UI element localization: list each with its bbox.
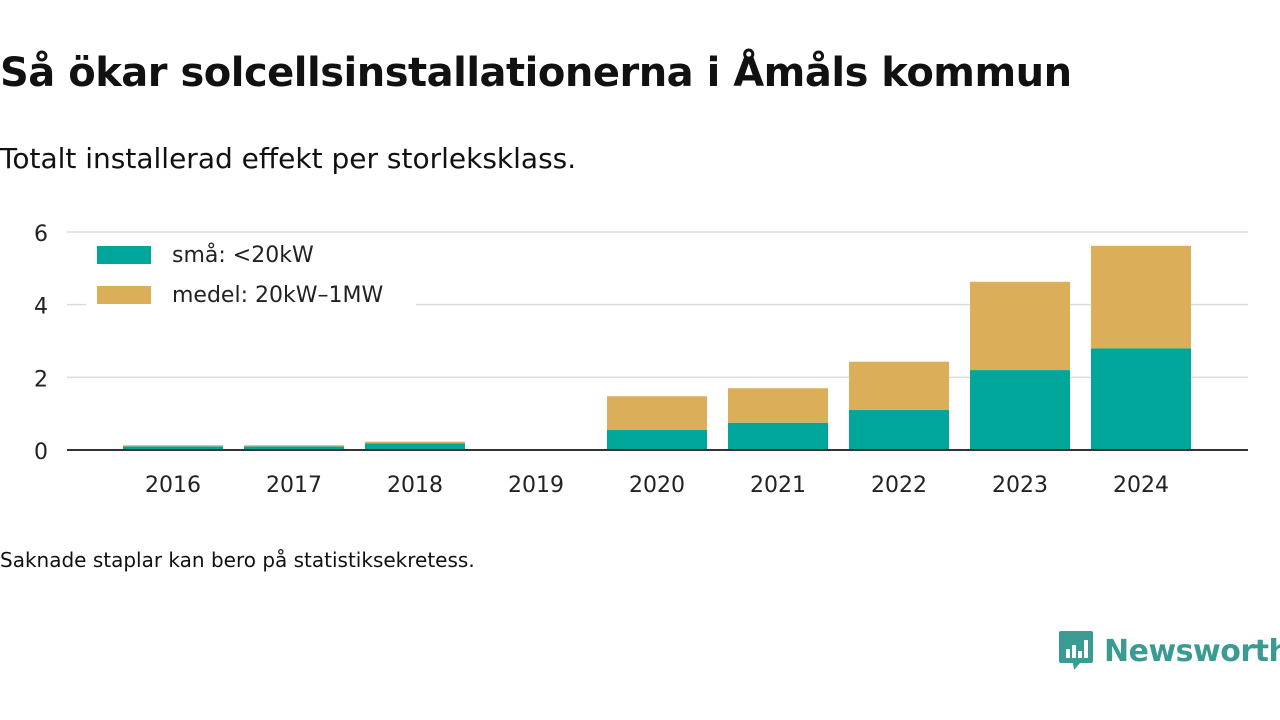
brand-name: Newsworthy [1104,633,1280,669]
bar-sma-2021 [728,422,828,450]
x-tick-label: 2017 [266,473,322,498]
x-tick-label: 2020 [629,473,685,498]
chart-title: Så ökar solcellsinstallationerna i Åmåls… [0,50,1072,96]
x-tick-label: 2016 [145,473,201,498]
x-tick-label: 2019 [508,473,564,498]
bar-sma-2022 [849,410,949,450]
bar-medel-2020 [607,396,707,431]
bar-medel-2023 [970,281,1070,371]
x-tick-label: 2024 [1113,473,1169,498]
newsworthy-logo-icon [1059,631,1093,670]
footnote: Saknade staplar kan bero på statistiksek… [0,548,475,572]
legend-swatch [97,286,151,304]
y-tick-label: 6 [34,222,48,247]
x-tick-label: 2022 [871,473,927,498]
bar-medel-2024 [1091,245,1191,349]
x-tick-label: 2018 [387,473,443,498]
chart-subtitle: Totalt installerad effekt per storlekskl… [0,142,577,175]
bar-sma-2018 [365,443,465,450]
legend-swatch [97,246,151,264]
bar-medel-2022 [849,361,949,411]
legend-label: medel: 20kW–1MW [172,283,383,308]
y-tick-label: 2 [34,367,48,392]
stacked-bar-chart: 0 2 4 6 2016 2017 2018 2019 2020 2021 2022 2023 2024… [34,222,1248,498]
bar-sma-2024 [1091,348,1191,450]
bar-sma-2016 [123,446,223,450]
x-tick-label: 2023 [992,473,1048,498]
y-tick-label: 4 [34,295,48,320]
bar-sma-2020 [607,430,707,450]
newsworthy-brand: Newsworthy [1058,628,1280,674]
bar-medel-2018 [365,441,465,444]
legend-label: små: <20kW [172,242,314,268]
bar-sma-2023 [970,370,1070,450]
bar-sma-2017 [244,446,344,450]
bar-medel-2017 [244,445,344,447]
x-tick-label: 2021 [750,473,806,498]
bar-medel-2016 [123,445,223,447]
bar-medel-2021 [728,388,828,423]
y-tick-label: 0 [34,440,48,465]
